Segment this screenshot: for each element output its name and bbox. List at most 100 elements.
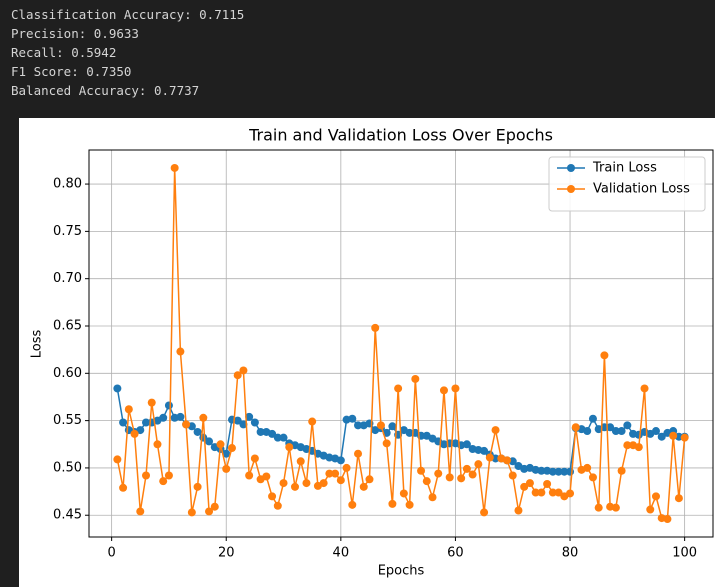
point [336, 456, 345, 465]
point [462, 464, 471, 473]
point [239, 420, 248, 429]
point [193, 427, 202, 436]
y-tick-label: 0.45 [53, 508, 82, 523]
point [233, 416, 242, 425]
point [566, 489, 575, 498]
point [205, 507, 214, 516]
point [588, 473, 597, 482]
x-tick-label: 60 [447, 546, 464, 561]
point [548, 467, 557, 476]
point [531, 488, 540, 497]
chart-title: Train and Validation Loss Over Epochs [248, 126, 553, 145]
point [491, 426, 500, 435]
point [474, 460, 483, 469]
point [279, 433, 288, 442]
point [600, 351, 609, 360]
point [153, 440, 162, 449]
point [136, 426, 145, 435]
point [233, 371, 242, 380]
point [543, 480, 552, 489]
point [365, 475, 374, 484]
point [124, 405, 133, 414]
point [142, 471, 151, 480]
point [371, 323, 380, 332]
point [354, 449, 363, 458]
point [388, 499, 397, 508]
plot-frame [88, 149, 714, 538]
point [663, 515, 672, 524]
point [205, 437, 214, 446]
point [130, 429, 139, 438]
point [273, 501, 282, 510]
point [227, 444, 236, 453]
point [594, 503, 603, 512]
point [508, 471, 517, 480]
legend-label: Train Loss [592, 161, 657, 176]
point [514, 506, 523, 515]
point [669, 431, 678, 440]
point [325, 469, 334, 478]
point [170, 163, 179, 172]
point [417, 466, 426, 475]
point [159, 413, 168, 422]
legend-box [548, 156, 706, 212]
point [480, 446, 489, 455]
point [336, 476, 345, 485]
point [256, 427, 265, 436]
point [640, 384, 649, 393]
point [268, 429, 277, 438]
chart: Train and Validation Loss Over Epochs Ep… [19, 118, 715, 587]
point [331, 469, 340, 478]
y-tick-label: 0.50 [53, 460, 82, 475]
point [588, 414, 597, 423]
point [119, 483, 128, 492]
point [428, 493, 437, 502]
point [457, 474, 466, 483]
point [147, 398, 156, 407]
point [646, 505, 655, 514]
point [262, 472, 271, 481]
point [113, 455, 122, 464]
x-tick-label: 100 [672, 546, 697, 561]
point [462, 440, 471, 449]
point [422, 477, 431, 486]
point [560, 467, 569, 476]
point [164, 471, 173, 480]
point [583, 427, 592, 436]
point [268, 492, 277, 501]
point [359, 482, 368, 491]
point [623, 441, 632, 450]
point [354, 421, 363, 430]
output-line: Recall: 0.5942 [11, 45, 117, 60]
point [290, 482, 299, 491]
point [583, 463, 592, 472]
point [520, 482, 529, 491]
point [445, 473, 454, 482]
point [222, 464, 231, 473]
point [548, 488, 557, 497]
point [606, 423, 615, 432]
point [554, 488, 563, 497]
point [210, 502, 219, 511]
point [405, 500, 414, 509]
point [250, 454, 259, 463]
point [634, 443, 643, 452]
y-tick-label: 0.60 [53, 366, 82, 381]
point [222, 449, 231, 458]
x-tick-label: 0 [107, 546, 115, 561]
point [651, 492, 660, 501]
point [611, 427, 620, 436]
point [176, 412, 185, 421]
point [250, 418, 259, 427]
point [394, 384, 403, 393]
point [319, 479, 328, 488]
point [480, 508, 489, 517]
point [388, 422, 397, 431]
point [439, 386, 448, 395]
x-tick-label: 80 [562, 546, 579, 561]
point [399, 489, 408, 498]
point [193, 482, 202, 491]
point [617, 427, 626, 436]
y-tick-label: 0.55 [53, 413, 82, 428]
